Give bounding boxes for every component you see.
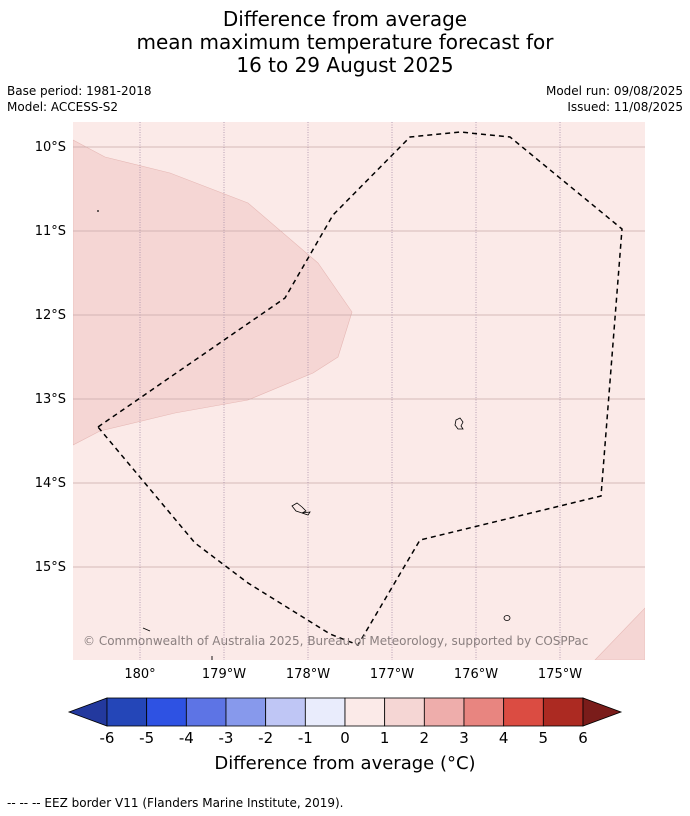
meta-right: Model run: 09/08/2025 Issued: 11/08/2025 — [546, 83, 683, 115]
colorbar-tick-label: 3 — [459, 729, 469, 747]
meta-left: Base period: 1981-2018 Model: ACCESS-S2 — [7, 83, 152, 115]
colorbar-box — [304, 697, 346, 727]
colorbar-tick-label: -4 — [179, 729, 194, 747]
model-name: Model: ACCESS-S2 — [7, 100, 119, 114]
lon-label-179w: 179°W — [202, 667, 246, 682]
colorbar-label: Difference from average (°C) — [214, 753, 476, 774]
colorbar-tick-label: -3 — [219, 729, 234, 747]
colorbar-box — [423, 697, 465, 727]
title-line-3: 16 to 29 August 2025 — [236, 53, 454, 77]
colorbar-box — [384, 697, 425, 727]
lon-label-175w: 175°W — [538, 667, 582, 682]
colorbar-tick-label: -5 — [139, 729, 154, 747]
island-central — [291, 502, 307, 514]
title-line-1: Difference from average — [222, 7, 468, 31]
colorbar-tick-label: 6 — [578, 729, 588, 747]
lat-label-11s: 11°S — [35, 224, 66, 239]
chart-title: Difference from average mean maximum tem… — [0, 8, 690, 77]
colorbar-tick-labels: -6 -5 -4 -3 -2 -1 0 1 2 3 4 5 6 — [100, 729, 588, 747]
eez-footnote: -- -- -- EEZ border V11 (Flanders Marine… — [7, 796, 344, 810]
copyright-notice: © Commonwealth of Australia 2025, Bureau… — [83, 634, 588, 648]
lon-label-177w: 177°W — [370, 667, 414, 682]
map-area: © Commonwealth of Australia 2025, Bureau… — [73, 122, 645, 660]
colorbar-tick-label: -6 — [100, 729, 115, 747]
eez-border — [96, 131, 623, 646]
colorbar-tick-label: 0 — [340, 729, 350, 747]
warm-anomaly-region-west — [73, 139, 353, 446]
colorbar-tick-label: 2 — [420, 729, 430, 747]
colorbar-box — [106, 697, 148, 727]
issued-date: Issued: 11/08/2025 — [567, 100, 683, 114]
colorbar-tick-label: -1 — [298, 729, 313, 747]
colorbar-box — [146, 697, 187, 727]
latitude-labels: 10°S 11°S 12°S 13°S 14°S 15°S — [35, 140, 66, 575]
lon-label-178w: 178°W — [286, 667, 330, 682]
colorbar-arrow-high — [582, 697, 623, 727]
islet-west — [97, 210, 99, 212]
island-southwest — [142, 627, 151, 632]
base-period: Base period: 1981-2018 — [7, 84, 152, 98]
colorbar-box — [344, 697, 386, 727]
colorbar-boxes — [106, 697, 584, 727]
longitude-labels: 180° 179°W 178°W 177°W 176°W 175°W — [124, 667, 582, 682]
latitude-gridlines — [73, 146, 645, 568]
island-east — [454, 417, 464, 430]
lat-label-14s: 14°S — [35, 476, 66, 491]
colorbar-box — [265, 697, 306, 727]
lat-label-15s: 15°S — [35, 560, 66, 575]
colorbar-tick-label: 4 — [499, 729, 509, 747]
islet-central — [301, 511, 311, 516]
colorbar-tick-label: -2 — [258, 729, 273, 747]
colorbar-box — [542, 697, 584, 727]
island-southeast — [503, 615, 511, 621]
colorbar: -6 -5 -4 -3 -2 -1 0 1 2 3 4 5 6 — [67, 697, 623, 747]
lat-label-12s: 12°S — [35, 308, 66, 323]
colorbar-box — [185, 697, 227, 727]
lon-label-180: 180° — [124, 667, 155, 682]
warm-anomaly-region-southeast — [594, 607, 645, 660]
colorbar-box — [463, 697, 505, 727]
lat-label-10s: 10°S — [35, 140, 66, 155]
title-line-2: mean maximum temperature forecast for — [136, 30, 554, 54]
colorbar-arrow-low — [67, 697, 108, 727]
colorbar-box — [225, 697, 267, 727]
colorbar-box — [503, 697, 544, 727]
model-run: Model run: 09/08/2025 — [545, 84, 683, 98]
lon-label-176w: 176°W — [454, 667, 498, 682]
colorbar-tick-label: 1 — [380, 729, 390, 747]
colorbar-tick-label: 5 — [539, 729, 549, 747]
lat-label-13s: 13°S — [35, 392, 66, 407]
longitude-gridlines — [139, 122, 561, 660]
